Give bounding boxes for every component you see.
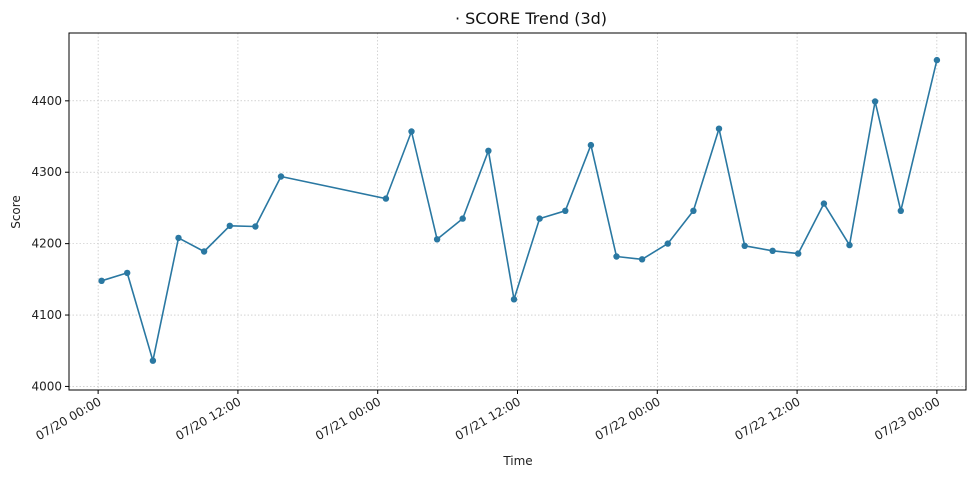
data-point: [226, 222, 233, 229]
data-point: [98, 277, 105, 284]
grid: [69, 33, 966, 390]
series-polyline: [101, 59, 938, 362]
y-axis-ticks: 4000 4100 4200 4300 4400: [31, 94, 69, 393]
chart-title: · SCORE Trend (3d): [455, 9, 607, 28]
data-point: [382, 195, 390, 202]
data-point: [613, 253, 620, 260]
data-point: [149, 357, 157, 364]
x-tick-label: 07/20 12:00: [173, 394, 243, 443]
data-point: [795, 250, 802, 257]
data-point: [459, 215, 466, 222]
x-tick-label: 07/23 00:00: [872, 394, 942, 443]
data-point: [485, 147, 492, 154]
data-point: [200, 248, 208, 255]
y-axis-label: Score: [9, 195, 23, 229]
y-tick-label: 4100: [31, 308, 62, 322]
data-point: [897, 207, 904, 214]
x-axis-ticks: 07/20 00:00 07/20 12:00 07/21 00:00 07/21 1…: [33, 390, 942, 443]
data-point: [638, 256, 646, 263]
data-point: [690, 207, 697, 214]
data-point: [715, 125, 723, 132]
x-tick-label: 07/22 00:00: [593, 394, 663, 443]
y-tick-label: 4000: [31, 379, 62, 393]
data-point: [741, 242, 748, 249]
y-tick-label: 4200: [31, 237, 62, 251]
data-point: [433, 236, 441, 243]
x-tick-label: 07/21 00:00: [313, 394, 383, 443]
data-point: [820, 200, 828, 207]
data-point: [587, 141, 595, 149]
x-tick-label: 07/21 12:00: [453, 394, 523, 443]
y-tick-label: 4300: [31, 165, 62, 179]
data-point: [769, 247, 776, 254]
x-tick-label: 07/20 00:00: [33, 394, 103, 443]
data-point: [664, 240, 671, 247]
data-point: [252, 223, 259, 230]
data-point: [510, 296, 518, 303]
data-point: [536, 215, 543, 222]
data-point: [871, 98, 879, 105]
data-point: [933, 56, 941, 64]
x-axis-label: Time: [502, 454, 532, 468]
series-line: [98, 56, 941, 364]
data-point: [175, 234, 182, 242]
data-point: [562, 207, 569, 214]
data-point: [277, 173, 285, 180]
data-point: [846, 241, 853, 249]
data-point: [408, 128, 415, 135]
x-tick-label: 07/22 12:00: [732, 394, 802, 443]
y-tick-label: 4400: [31, 94, 62, 108]
data-point: [124, 269, 131, 277]
